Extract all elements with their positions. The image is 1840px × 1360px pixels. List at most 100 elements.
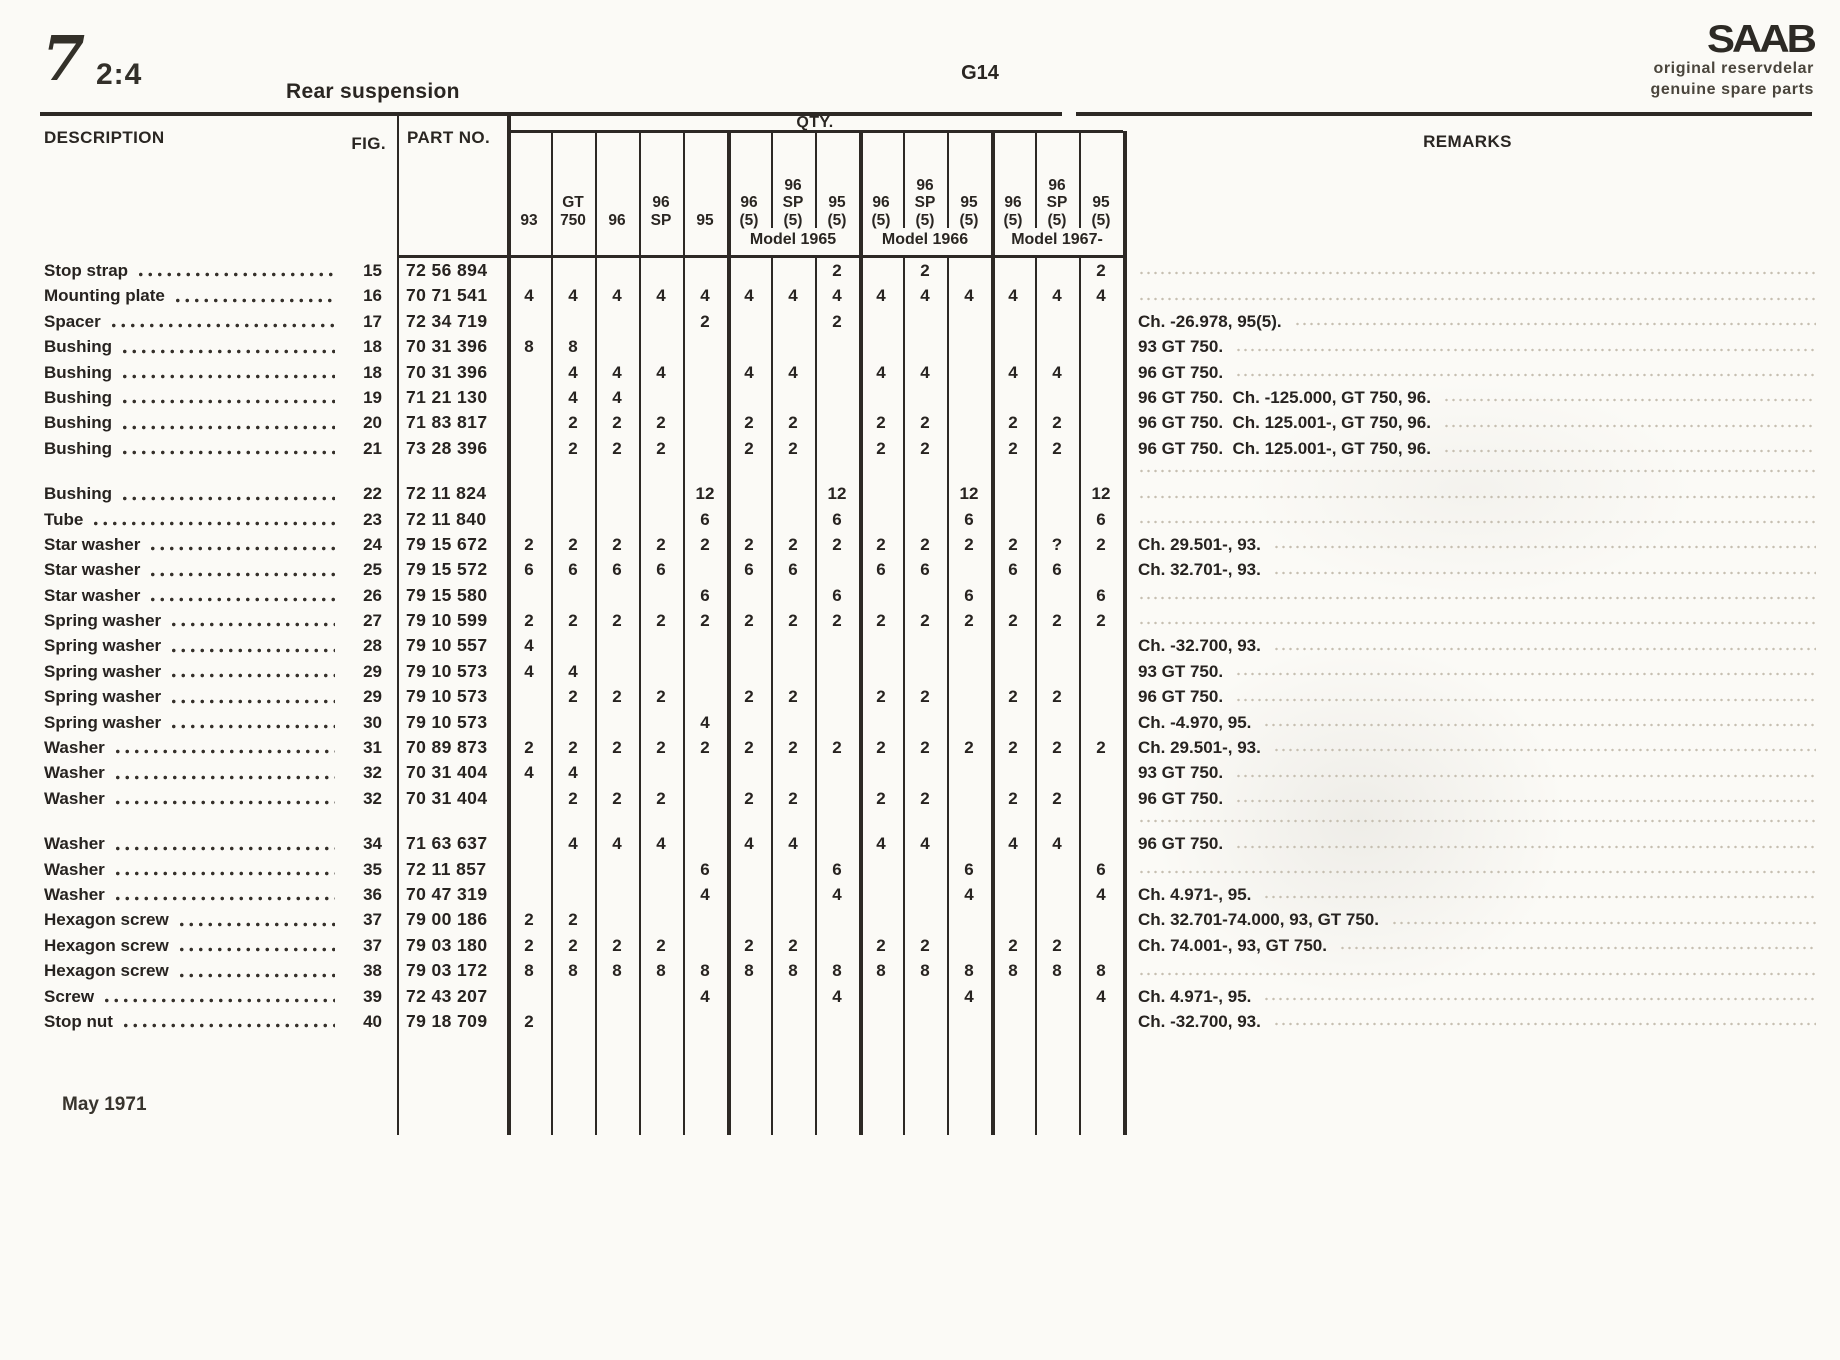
- qty-cell: 2: [788, 534, 798, 554]
- description-cell: Washer: [44, 760, 335, 786]
- qty-cell: [595, 984, 639, 1009]
- qty-cell: [947, 436, 991, 461]
- drawing-code: G14: [961, 62, 999, 84]
- description-text: Spring washer: [44, 687, 162, 707]
- remark-cell: [1138, 258, 1816, 284]
- description-leader-dots: [120, 384, 335, 411]
- remark-text: Ch. 4.971-, 95.: [1138, 986, 1252, 1006]
- part-no-cell: 70 31 396: [406, 361, 488, 382]
- qty-cell: 4: [524, 286, 534, 306]
- qty-cell: [859, 710, 903, 735]
- qty-column-header-line: 95: [1092, 194, 1110, 211]
- remark-cell: 96 GT 750. Ch. 125.001-, GT 750, 96.: [1138, 410, 1816, 436]
- qty-cell: [991, 857, 1035, 882]
- qty-cell: 4: [612, 362, 622, 382]
- qty-column-header: 96 (5): [727, 136, 771, 229]
- qty-cell: [1035, 507, 1079, 532]
- column-header-part-no: PART NO.: [407, 128, 491, 147]
- qty-cell: [639, 507, 683, 532]
- remark-text: Ch. 74.001-, 93, GT 750.: [1138, 935, 1327, 955]
- qty-column-header: 95 (5): [815, 136, 859, 229]
- description-text: Spacer: [44, 311, 101, 331]
- qty-cell: 2: [1008, 534, 1018, 554]
- remark-text: 96 GT 750.: [1138, 362, 1224, 382]
- qty-cell: [507, 385, 551, 410]
- description-cell: Stop strap: [44, 258, 335, 284]
- fig-cell: 29: [363, 661, 382, 681]
- qty-cell: 2: [1008, 687, 1018, 707]
- qty-cell: 2: [744, 687, 754, 707]
- qty-cell: [991, 1009, 1035, 1034]
- qty-cell: [815, 360, 859, 385]
- qty-cell: 8: [788, 961, 798, 981]
- fig-cell: 32: [363, 788, 382, 808]
- qty-cell: [903, 385, 947, 410]
- qty-cell: 12: [695, 484, 715, 504]
- qty-cell: 2: [1096, 261, 1106, 280]
- remark-text: Ch. -32.700, 93.: [1138, 1011, 1261, 1031]
- qty-cell: [1079, 933, 1123, 958]
- part-no-cell: 72 11 840: [406, 508, 487, 529]
- qty-cell: [859, 334, 903, 359]
- qty-cell: [1035, 882, 1079, 907]
- qty-cell: [947, 933, 991, 958]
- qty-cell: [727, 583, 771, 608]
- qty-cell: 4: [1052, 286, 1062, 306]
- description-text: Spring washer: [44, 636, 162, 656]
- qty-cell: [1079, 831, 1123, 856]
- qty-cell: [1079, 659, 1123, 684]
- description-text: Washer: [44, 763, 105, 783]
- qty-cell: [639, 309, 683, 334]
- description-leader-dots: [112, 760, 335, 786]
- table-row-gap: [40, 811, 1818, 832]
- qty-cell: 2: [656, 788, 666, 808]
- qty-cell: [683, 684, 727, 709]
- qty-cell: 2: [568, 910, 578, 930]
- qty-cell: [771, 334, 815, 359]
- remark-cell: [1138, 506, 1816, 532]
- qty-column-header-line: (5): [827, 211, 847, 229]
- qty-column-header-line: 96: [784, 176, 802, 194]
- table-row: Star washer 26 79 15 580 6 6 6 6: [40, 582, 1818, 609]
- qty-cell: [991, 984, 1035, 1009]
- part-no-cell: 79 18 709: [406, 1010, 488, 1031]
- qty-cell: [683, 659, 727, 684]
- grid-line: [727, 131, 731, 1135]
- qty-column-header: 96 SP (5): [1035, 136, 1079, 229]
- qty-cell: [815, 786, 859, 811]
- remark-cell: 96 GT 750.: [1138, 831, 1816, 857]
- table-row: Hexagon screw 37 79 03 180 2 2 2 2 2 2 2 2 2 2 Ch. 74…: [40, 932, 1818, 959]
- qty-cell: [727, 385, 771, 410]
- qty-cell: 4: [1096, 286, 1106, 306]
- qty-cell: 2: [920, 687, 930, 707]
- qty-cell: 2: [612, 788, 622, 808]
- remark-cell: [1138, 283, 1816, 309]
- qty-cell: 2: [876, 788, 886, 808]
- qty-cell: [507, 786, 551, 811]
- qty-cell: 2: [612, 534, 622, 554]
- part-no-cell: 79 10 599: [406, 610, 488, 631]
- qty-cell: 6: [700, 509, 710, 529]
- qty-cell: 4: [1096, 884, 1106, 904]
- part-no-cell: 79 15 580: [406, 584, 488, 605]
- qty-cell: 4: [568, 286, 578, 306]
- remark-cell: [1138, 582, 1816, 609]
- qty-cell: [683, 258, 727, 283]
- grid-line: [991, 131, 995, 1135]
- qty-cell: [947, 659, 991, 684]
- qty-column-header: 96 (5): [991, 136, 1035, 229]
- qty-cell: [1035, 583, 1079, 608]
- description-leader-dots: [108, 308, 335, 335]
- qty-cell: 4: [700, 286, 710, 306]
- qty-cell: [551, 857, 595, 882]
- qty-cell: [507, 984, 551, 1009]
- table-row: Spring washer 29 79 10 573 4 4 93 GT 750.: [40, 658, 1818, 685]
- description-leader-dots: [136, 258, 335, 284]
- fig-cell: 39: [363, 986, 382, 1006]
- table-row: Spring washer 29 79 10 573 2 2 2 2 2 2 2 2 2 96 GT 7…: [40, 684, 1818, 710]
- qty-cell: [507, 360, 551, 385]
- qty-cell: [639, 258, 683, 283]
- qty-column-header: 96 (5): [859, 136, 903, 229]
- qty-cell: [859, 385, 903, 410]
- remarks-leader-dots: [1138, 811, 1816, 832]
